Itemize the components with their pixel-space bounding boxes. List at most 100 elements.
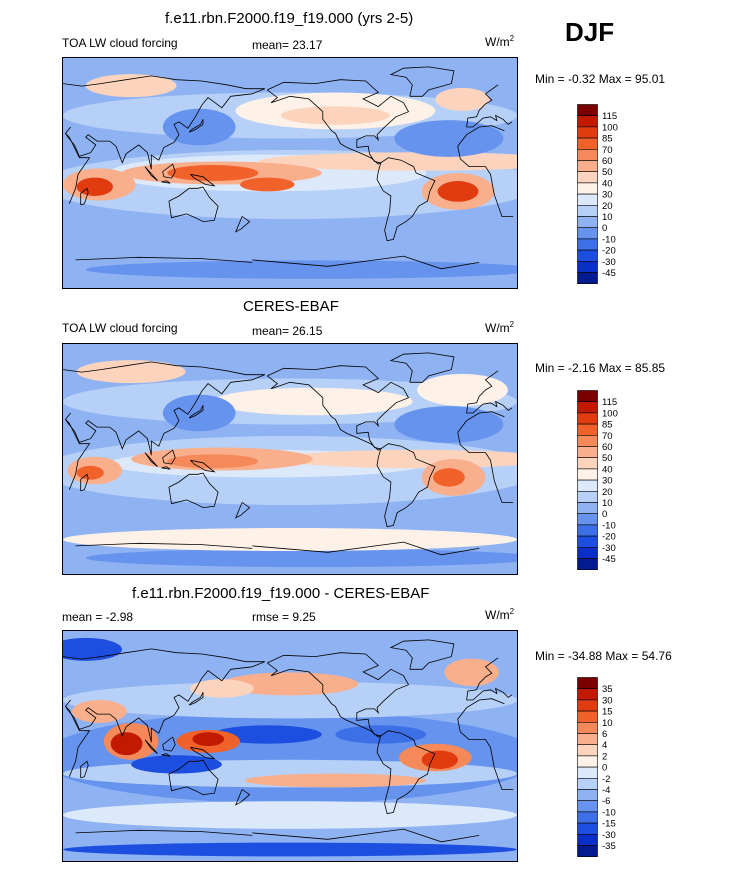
colorbar-tick-label: 10 bbox=[602, 718, 613, 729]
colorbar-tick-label: -30 bbox=[602, 543, 616, 554]
panel2-colorbar: 115 100 85 70 60 50 40 30 20 10 0 -10 -20 -30 -45 bbox=[577, 390, 647, 571]
panel3-mean-label: mean = -2.98 bbox=[62, 610, 134, 624]
coastline bbox=[161, 753, 171, 757]
contour-region bbox=[437, 181, 479, 202]
coastline bbox=[168, 186, 219, 223]
coastline bbox=[389, 66, 455, 97]
colorbar-swatch bbox=[577, 811, 598, 824]
coastline bbox=[75, 256, 253, 263]
contour-region bbox=[63, 842, 517, 857]
colorbar-swatch bbox=[577, 148, 598, 161]
colorbar-tick-label: 40 bbox=[602, 178, 613, 189]
panel1-variable-label: TOA LW cloud forcing bbox=[62, 36, 178, 50]
contour-region bbox=[212, 725, 322, 744]
colorbar-swatch bbox=[577, 547, 598, 559]
coastline bbox=[161, 180, 171, 184]
coastline bbox=[80, 473, 89, 492]
coastline bbox=[188, 405, 204, 419]
colorbar-tick-label: -20 bbox=[602, 246, 616, 257]
colorbar-tick-label: 85 bbox=[602, 420, 613, 431]
colorbar-swatch bbox=[577, 677, 598, 689]
colorbar-swatch bbox=[577, 216, 598, 228]
contour-region bbox=[435, 87, 490, 111]
coastline bbox=[457, 411, 505, 433]
contour-region bbox=[192, 732, 225, 746]
contour-region bbox=[76, 360, 186, 384]
colorbar-tick-label: -45 bbox=[602, 554, 616, 565]
contour-region bbox=[63, 681, 517, 719]
colorbar-swatch bbox=[577, 721, 598, 734]
coastline bbox=[252, 255, 480, 270]
colorbar-tick-label: 0 bbox=[602, 223, 607, 234]
colorbar-swatch bbox=[577, 412, 598, 425]
colorbar-tick-label: 60 bbox=[602, 442, 613, 453]
contour-region bbox=[240, 177, 295, 192]
season-label: DJF bbox=[565, 17, 615, 47]
coastline bbox=[376, 157, 436, 242]
colorbar-swatch bbox=[577, 733, 598, 745]
colorbar-swatch bbox=[577, 755, 598, 768]
colorbar-tick-label: 2 bbox=[602, 751, 607, 762]
colorbar-tick-label: 10 bbox=[602, 498, 613, 509]
panel3-units: W/m2 bbox=[485, 607, 515, 622]
contour-region bbox=[167, 164, 259, 182]
colorbar-tick-label: 35 bbox=[602, 684, 613, 695]
colorbar-tick-label: -4 bbox=[602, 785, 610, 796]
colorbar-tick-label: -10 bbox=[602, 807, 616, 818]
colorbar-swatch bbox=[577, 744, 598, 757]
colorbar-tick-label: 115 bbox=[602, 397, 617, 408]
colorbar-swatch bbox=[577, 434, 598, 447]
contour-region bbox=[212, 387, 413, 416]
contour-region bbox=[335, 725, 427, 744]
coastline bbox=[144, 166, 158, 182]
colorbar-swatch bbox=[577, 535, 598, 548]
colorbar-swatch bbox=[577, 688, 598, 701]
coastline bbox=[63, 361, 265, 456]
colorbar-swatch bbox=[577, 104, 598, 116]
coastline bbox=[457, 125, 505, 147]
panel1-title: f.e11.rbn.F2000.f19_f19.000 (yrs 2-5) bbox=[165, 10, 414, 27]
contour-region bbox=[63, 528, 517, 551]
coastline bbox=[267, 365, 410, 451]
contour-region bbox=[244, 773, 427, 788]
contour-region bbox=[433, 468, 465, 487]
panel1-map bbox=[62, 57, 518, 289]
panel1-colorbar: 115 100 85 70 60 50 40 30 20 10 0 -10 -20 -30 -45 bbox=[577, 104, 647, 285]
colorbar-swatch bbox=[577, 171, 598, 184]
contour-region bbox=[190, 679, 254, 698]
coastline bbox=[75, 829, 253, 836]
coastline bbox=[457, 698, 505, 720]
colorbar-swatch bbox=[577, 115, 598, 128]
contour-region bbox=[85, 260, 517, 279]
contour-region bbox=[394, 120, 504, 157]
colorbar-swatch bbox=[577, 699, 598, 712]
coastline bbox=[168, 472, 219, 509]
colorbar-tick-label: -10 bbox=[602, 234, 616, 245]
panel1-mean-label: mean= 23.17 bbox=[252, 38, 323, 52]
colorbar-tick-label: 50 bbox=[602, 167, 613, 178]
contour-region bbox=[85, 74, 177, 98]
panel3-map bbox=[62, 630, 518, 862]
colorbar-tick-label: 70 bbox=[602, 431, 613, 442]
panel1-minmax: Min = -0.32 Max = 95.01 bbox=[535, 72, 666, 86]
coastline bbox=[63, 75, 265, 170]
panel1-units: W/m2 bbox=[485, 34, 515, 49]
contour-region bbox=[221, 672, 359, 696]
contour-region bbox=[417, 373, 508, 407]
coastline bbox=[376, 443, 436, 528]
coastline bbox=[190, 746, 216, 760]
colorbar-swatch bbox=[577, 390, 598, 402]
contour-region bbox=[85, 548, 517, 568]
colorbar-swatch bbox=[577, 137, 598, 150]
colorbar-tick-label: -20 bbox=[602, 532, 616, 543]
colorbar-tick-label: 4 bbox=[602, 740, 607, 751]
coastline bbox=[188, 119, 204, 133]
coastline bbox=[65, 706, 91, 777]
colorbar-swatch bbox=[577, 446, 598, 458]
coastline bbox=[466, 370, 499, 414]
panel2-units: W/m2 bbox=[485, 320, 515, 335]
colorbar-swatch bbox=[577, 238, 598, 251]
contour-region bbox=[72, 700, 127, 723]
panel2-minmax: Min = -2.16 Max = 85.85 bbox=[535, 361, 666, 375]
coastline bbox=[267, 652, 410, 738]
